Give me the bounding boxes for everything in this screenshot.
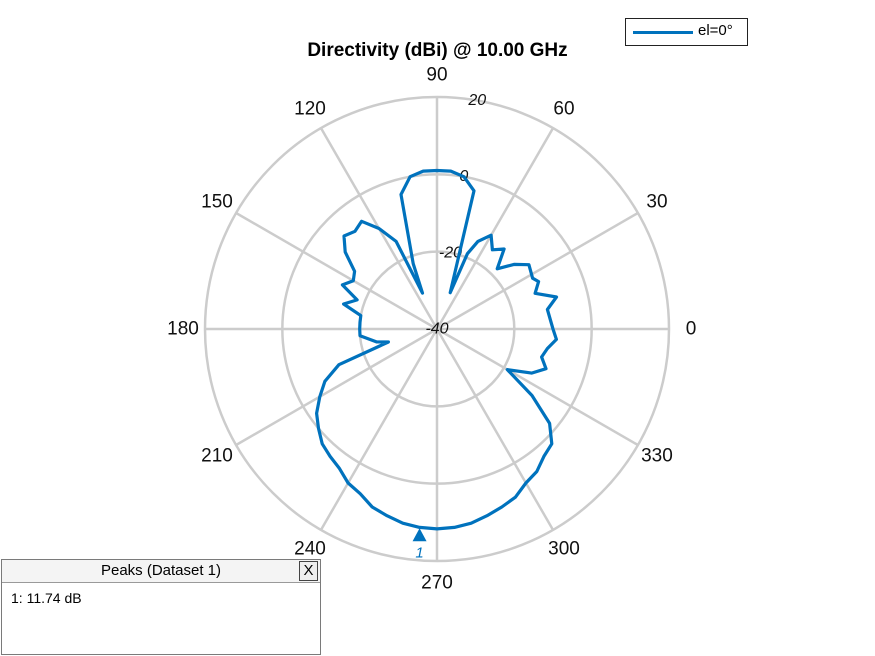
angular-grid-line [235,327,438,447]
r-tick-label: -40 [425,321,448,338]
legend-line-swatch [633,31,693,34]
angle-tick-label: 0 [686,319,697,340]
angle-tick-label: 330 [641,446,673,467]
angular-grid-line [235,211,438,331]
angle-tick-label: 300 [548,538,580,559]
close-icon[interactable]: X [299,561,318,581]
angular-grid-line [435,328,555,531]
legend[interactable]: el=0° [625,18,748,46]
peaks-panel-header: Peaks (Dataset 1) X [2,560,320,583]
angle-tick-label: 210 [201,446,233,467]
peak-marker-label: 1 [415,544,423,561]
angle-tick-label: 270 [421,573,453,594]
r-tick-label: -20 [439,244,462,261]
angular-grid-line [435,127,555,330]
angle-tick-label: 60 [553,99,574,120]
peak-marker [412,528,427,542]
angle-tick-label: 30 [646,192,667,213]
peaks-panel-title: Peaks (Dataset 1) [100,562,222,579]
r-tick-label: 20 [467,92,486,109]
peaks-panel-body: 1: 11.74 dB [2,583,320,613]
peaks-panel[interactable]: Peaks (Dataset 1) X 1: 11.74 dB [1,559,321,655]
peak-entry: 1: 11.74 dB [11,590,82,606]
chart-title: Directivity (dBi) @ 10.00 GHz [307,40,568,61]
angular-grid-line [436,327,639,447]
angle-tick-label: 90 [426,65,447,86]
legend-label: el=0° [698,22,733,39]
angle-tick-label: 240 [294,538,326,559]
series-line [315,168,559,531]
angle-tick-label: 150 [201,192,233,213]
angular-grid-line [436,211,639,331]
angle-tick-label: 180 [167,319,199,340]
angular-grid-line [319,328,439,531]
angle-tick-label: 120 [294,99,326,120]
